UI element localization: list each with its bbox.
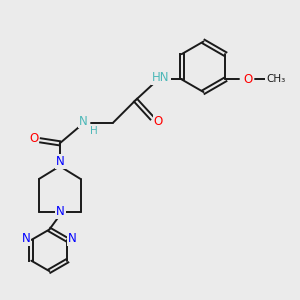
Text: O: O xyxy=(154,115,163,128)
Text: H: H xyxy=(90,126,98,136)
Text: N: N xyxy=(56,155,65,168)
Text: N: N xyxy=(22,232,30,245)
Text: N: N xyxy=(56,205,65,218)
Text: O: O xyxy=(244,73,253,86)
Text: O: O xyxy=(29,132,38,146)
Text: N: N xyxy=(68,232,77,245)
Text: CH₃: CH₃ xyxy=(266,74,286,84)
Text: N: N xyxy=(79,115,88,128)
Text: HN: HN xyxy=(152,71,169,84)
